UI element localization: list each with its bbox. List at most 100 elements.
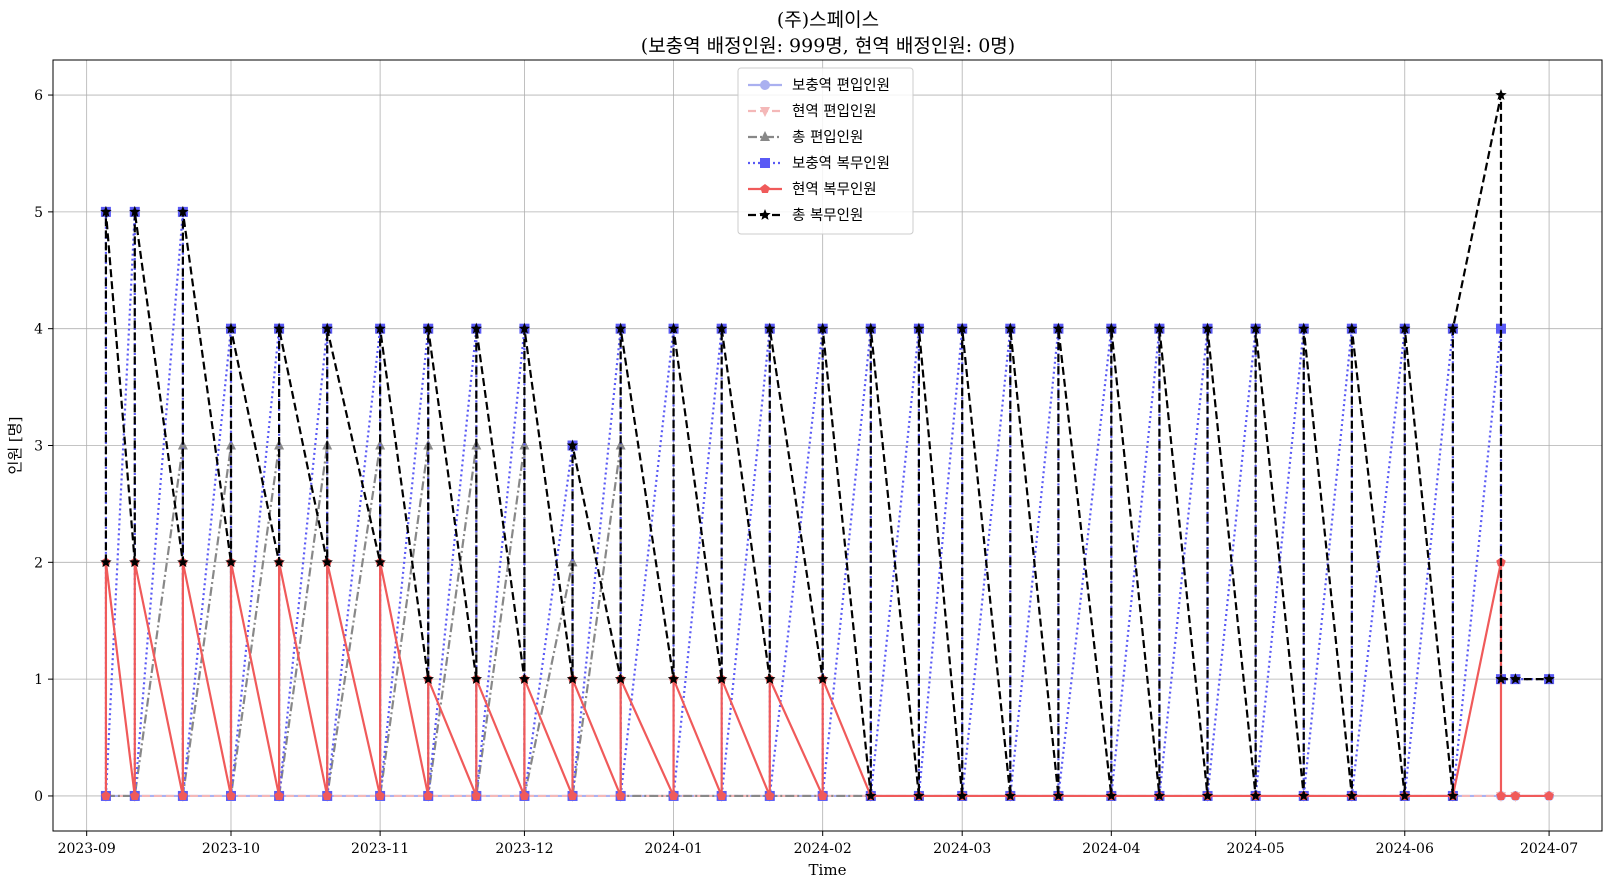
- series-6-point-26: [667, 322, 680, 334]
- series-6-point-1: [100, 556, 112, 568]
- series-6-point-51: [1298, 789, 1310, 801]
- x-tick-label: 2024-02: [794, 841, 852, 857]
- legend-label-4: 보충역 복무인원: [792, 155, 890, 172]
- x-tick-label: 2024-01: [644, 841, 702, 857]
- y-tick-label: 4: [34, 322, 43, 338]
- series-6-point-24: [614, 322, 627, 334]
- series-5-point-7: [226, 790, 236, 800]
- legend-label-1: 보충역 편입인원: [792, 77, 890, 94]
- series-6-point-50: [1249, 322, 1262, 334]
- series-6-point-44: [1105, 322, 1118, 334]
- series-6-point-6: [177, 205, 189, 217]
- series-5-point-9: [274, 790, 284, 800]
- x-tick-label: 2023-12: [495, 841, 553, 857]
- series-6-point-22: [566, 439, 579, 451]
- series-6-point-16: [422, 322, 434, 334]
- series-6-point-29: [764, 673, 776, 684]
- series-6-point-9: [273, 556, 285, 568]
- series-6-point-58: [1447, 322, 1459, 334]
- series-5: [101, 557, 1554, 800]
- y-tick-label: 6: [34, 88, 43, 104]
- series-6: [100, 89, 1555, 801]
- series-5-point-29: [765, 790, 775, 800]
- series-6-point-19: [518, 673, 531, 684]
- series-6-point-60: [1495, 673, 1507, 684]
- series-layer: [100, 89, 1555, 802]
- series-6-point-45: [1153, 789, 1166, 801]
- legend-marker-3: [760, 131, 770, 141]
- series-3: [100, 439, 876, 800]
- series-6-point-37: [956, 789, 968, 801]
- series-6-point-40: [1004, 322, 1017, 334]
- series-6-point-48: [1201, 322, 1214, 334]
- series-5-point-15: [423, 790, 433, 800]
- series-5-point-17: [471, 790, 482, 800]
- series-6-point-20: [518, 322, 531, 334]
- series-5-point-5: [178, 790, 188, 800]
- axis-ticks: 2023-09 2023-10 2023-11 2023-12 2024-01 2024-…: [34, 88, 1578, 857]
- series-6-point-17: [470, 673, 483, 684]
- series-6-point-35: [913, 789, 925, 801]
- series-6-point-28: [715, 322, 728, 334]
- series-6-point-10: [273, 322, 285, 334]
- series-6-point-59: [1495, 89, 1507, 100]
- x-tick-label: 2023-09: [58, 841, 116, 857]
- legend-box: [737, 67, 914, 235]
- series-6-point-5: [177, 556, 189, 568]
- series-5-point-31: [817, 790, 828, 800]
- series-6-point-25: [667, 673, 680, 684]
- x-tick-label: 2023-11: [351, 841, 409, 857]
- series-5-point-21: [567, 790, 578, 800]
- series-6-point-53: [1346, 789, 1358, 801]
- series-3-point-21: [615, 439, 626, 450]
- series-3-point-19: [567, 556, 578, 567]
- series-6-point-57: [1447, 789, 1459, 801]
- series-6-point-55: [1399, 789, 1411, 801]
- series-5-point-25: [668, 790, 679, 800]
- series-6-point-56: [1399, 322, 1411, 334]
- series-6-point-52: [1298, 322, 1310, 334]
- series-6-point-41: [1052, 789, 1065, 801]
- legend-marker-5: [760, 184, 770, 194]
- series-5-point-47: [1496, 790, 1506, 800]
- y-tick-label: 3: [34, 439, 43, 455]
- series-6-point-8: [225, 322, 237, 334]
- series-6-point-32: [816, 322, 829, 334]
- series-6-point-21: [566, 673, 579, 684]
- series-6-point-2: [100, 205, 112, 217]
- series-6-point-61: [1509, 673, 1522, 684]
- series-6-point-38: [956, 322, 968, 334]
- series-6-point-43: [1105, 789, 1118, 801]
- y-tick-label: 5: [34, 205, 43, 221]
- legend-marker-2: [760, 107, 770, 117]
- x-tick-label: 2024-04: [1082, 841, 1140, 857]
- series-4-point-59: [1495, 323, 1506, 334]
- y-tick-label: 1: [34, 672, 43, 688]
- series-5-point-27: [716, 790, 727, 800]
- series-6-point-12: [321, 322, 333, 334]
- series-6-point-30: [764, 322, 776, 334]
- series-6-point-39: [1004, 789, 1017, 801]
- series-5-point-19: [519, 790, 530, 800]
- series-6-point-15: [422, 673, 434, 684]
- x-tick-label: 2024-03: [933, 841, 991, 857]
- y-tick-label: 0: [34, 789, 43, 805]
- legend-label-3: 총 편입인원: [792, 129, 863, 146]
- series-5-point-48: [1510, 790, 1521, 800]
- x-tick-label: 2024-05: [1227, 841, 1285, 857]
- series-6-point-27: [715, 673, 728, 684]
- series-6-point-18: [470, 322, 483, 334]
- series-5-point-11: [322, 790, 332, 800]
- y-axis-label: 인원 [명]: [6, 417, 24, 475]
- series-6-point-13: [374, 556, 386, 568]
- series-6-point-7: [225, 556, 237, 568]
- chart-title: (주)스페이스: [777, 9, 879, 31]
- series-6-point-31: [816, 673, 829, 684]
- series-6-point-4: [129, 205, 141, 217]
- series-6-point-36: [913, 322, 925, 334]
- series-5-point-1: [101, 790, 111, 800]
- series-6-point-46: [1153, 322, 1166, 334]
- x-tick-label: 2024-07: [1520, 841, 1578, 857]
